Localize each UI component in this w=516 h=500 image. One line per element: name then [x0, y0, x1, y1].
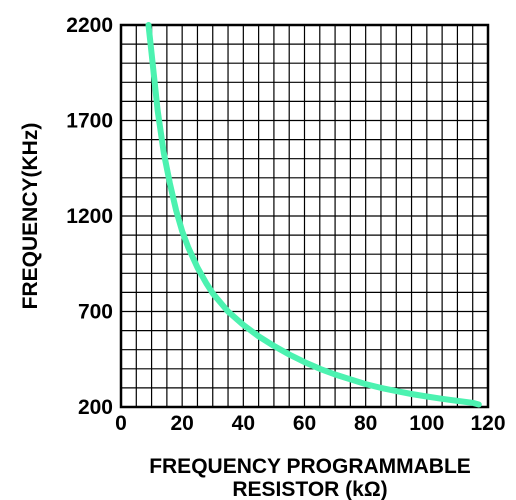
- curve-layer: [145, 22, 482, 408]
- x-tick-label: 120: [470, 412, 505, 435]
- y-tick-labels: 200 700 1200 1700 2200: [66, 14, 113, 419]
- x-tick-label: 0: [115, 412, 127, 435]
- frequency-curve-0: [145, 22, 482, 408]
- y-tick-label: 700: [78, 301, 113, 324]
- plot-frame: [119, 23, 490, 409]
- y-tick-label: 200: [78, 396, 113, 419]
- plot-grid: [121, 25, 488, 407]
- x-tick-label: 80: [354, 412, 377, 435]
- x-tick-label: 20: [170, 412, 193, 435]
- y-tick-label: 2200: [66, 14, 113, 37]
- x-tick-label: 60: [293, 412, 316, 435]
- y-axis-title: FREQUENCY(KHz): [19, 123, 42, 310]
- y-tick-label: 1700: [66, 110, 113, 133]
- x-axis-title-line-1: FREQUENCY PROGRAMMABLE: [149, 455, 471, 478]
- y-tick-label: 1200: [66, 205, 113, 228]
- x-tick-labels: 0 20 40 60 80 100 120: [115, 412, 505, 435]
- x-axis-title-line-2: RESISTOR (kΩ): [232, 478, 387, 500]
- x-tick-label: 100: [409, 412, 444, 435]
- x-tick-label: 40: [232, 412, 255, 435]
